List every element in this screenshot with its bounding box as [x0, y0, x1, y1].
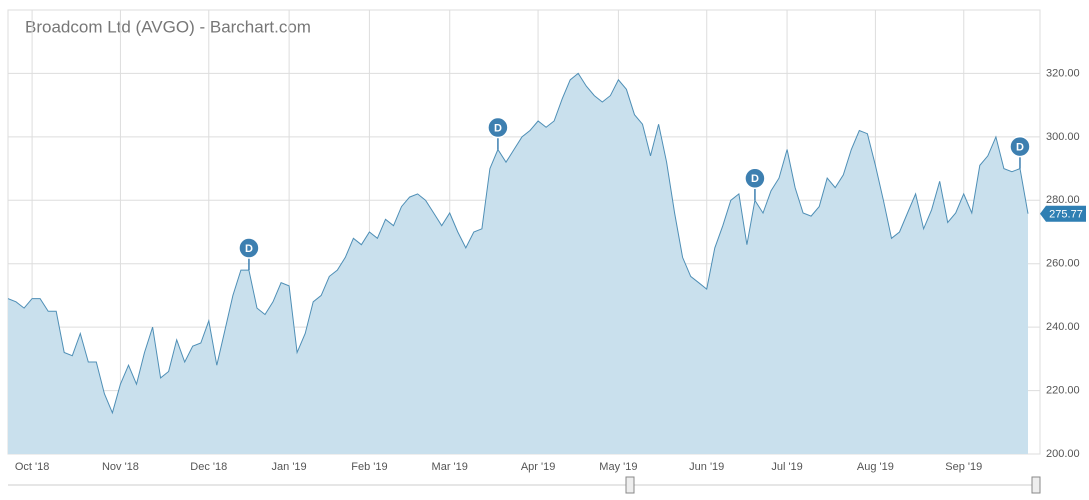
dividend-marker: D — [238, 237, 260, 271]
x-tick-label: Jun '19 — [689, 461, 724, 473]
y-tick-label: 320.00 — [1046, 67, 1080, 79]
x-tick-label: Nov '18 — [102, 461, 139, 473]
y-tick-label: 280.00 — [1046, 194, 1080, 206]
marker-label: D — [751, 173, 759, 185]
marker-badge — [487, 116, 509, 139]
y-tick-label: 200.00 — [1046, 448, 1080, 460]
x-tick-label: May '19 — [599, 461, 637, 473]
last-price-label: 275.77 — [1049, 209, 1083, 221]
marker-label: D — [1016, 141, 1024, 153]
x-tick-label: Oct '18 — [15, 461, 50, 473]
y-tick-label: 220.00 — [1046, 384, 1080, 396]
marker-badge — [238, 237, 260, 259]
navigator-handle[interactable] — [625, 476, 635, 494]
y-tick-label: 240.00 — [1046, 321, 1080, 333]
x-tick-label: Jul '19 — [771, 461, 802, 473]
marker-badge — [744, 167, 766, 190]
dividend-marker: D — [744, 167, 766, 201]
x-tick-label: Aug '19 — [857, 461, 894, 473]
y-tick-label: 300.00 — [1046, 131, 1080, 143]
x-tick-label: Dec '18 — [190, 461, 227, 473]
x-tick-label: Jan '19 — [272, 461, 307, 473]
dividend-marker: D — [487, 116, 509, 150]
y-tick-label: 260.00 — [1046, 258, 1080, 270]
x-tick-label: Feb '19 — [351, 461, 387, 473]
price-line — [7, 72, 1029, 415]
chart-title: Broadcom Ltd (AVGO) - Barchart.com — [25, 17, 311, 36]
marker-label: D — [245, 243, 253, 255]
x-tick-label: Sep '19 — [945, 461, 982, 473]
x-tick-label: Apr '19 — [521, 461, 556, 473]
area — [8, 73, 1028, 455]
marker-label: D — [494, 122, 502, 134]
dividend-marker: D — [1009, 135, 1031, 169]
x-tick-label: Mar '19 — [432, 461, 468, 473]
marker-badge — [1009, 135, 1031, 158]
last-price-box — [1040, 205, 1086, 222]
navigator — [8, 476, 1041, 494]
navigator-handle[interactable] — [1031, 476, 1041, 494]
